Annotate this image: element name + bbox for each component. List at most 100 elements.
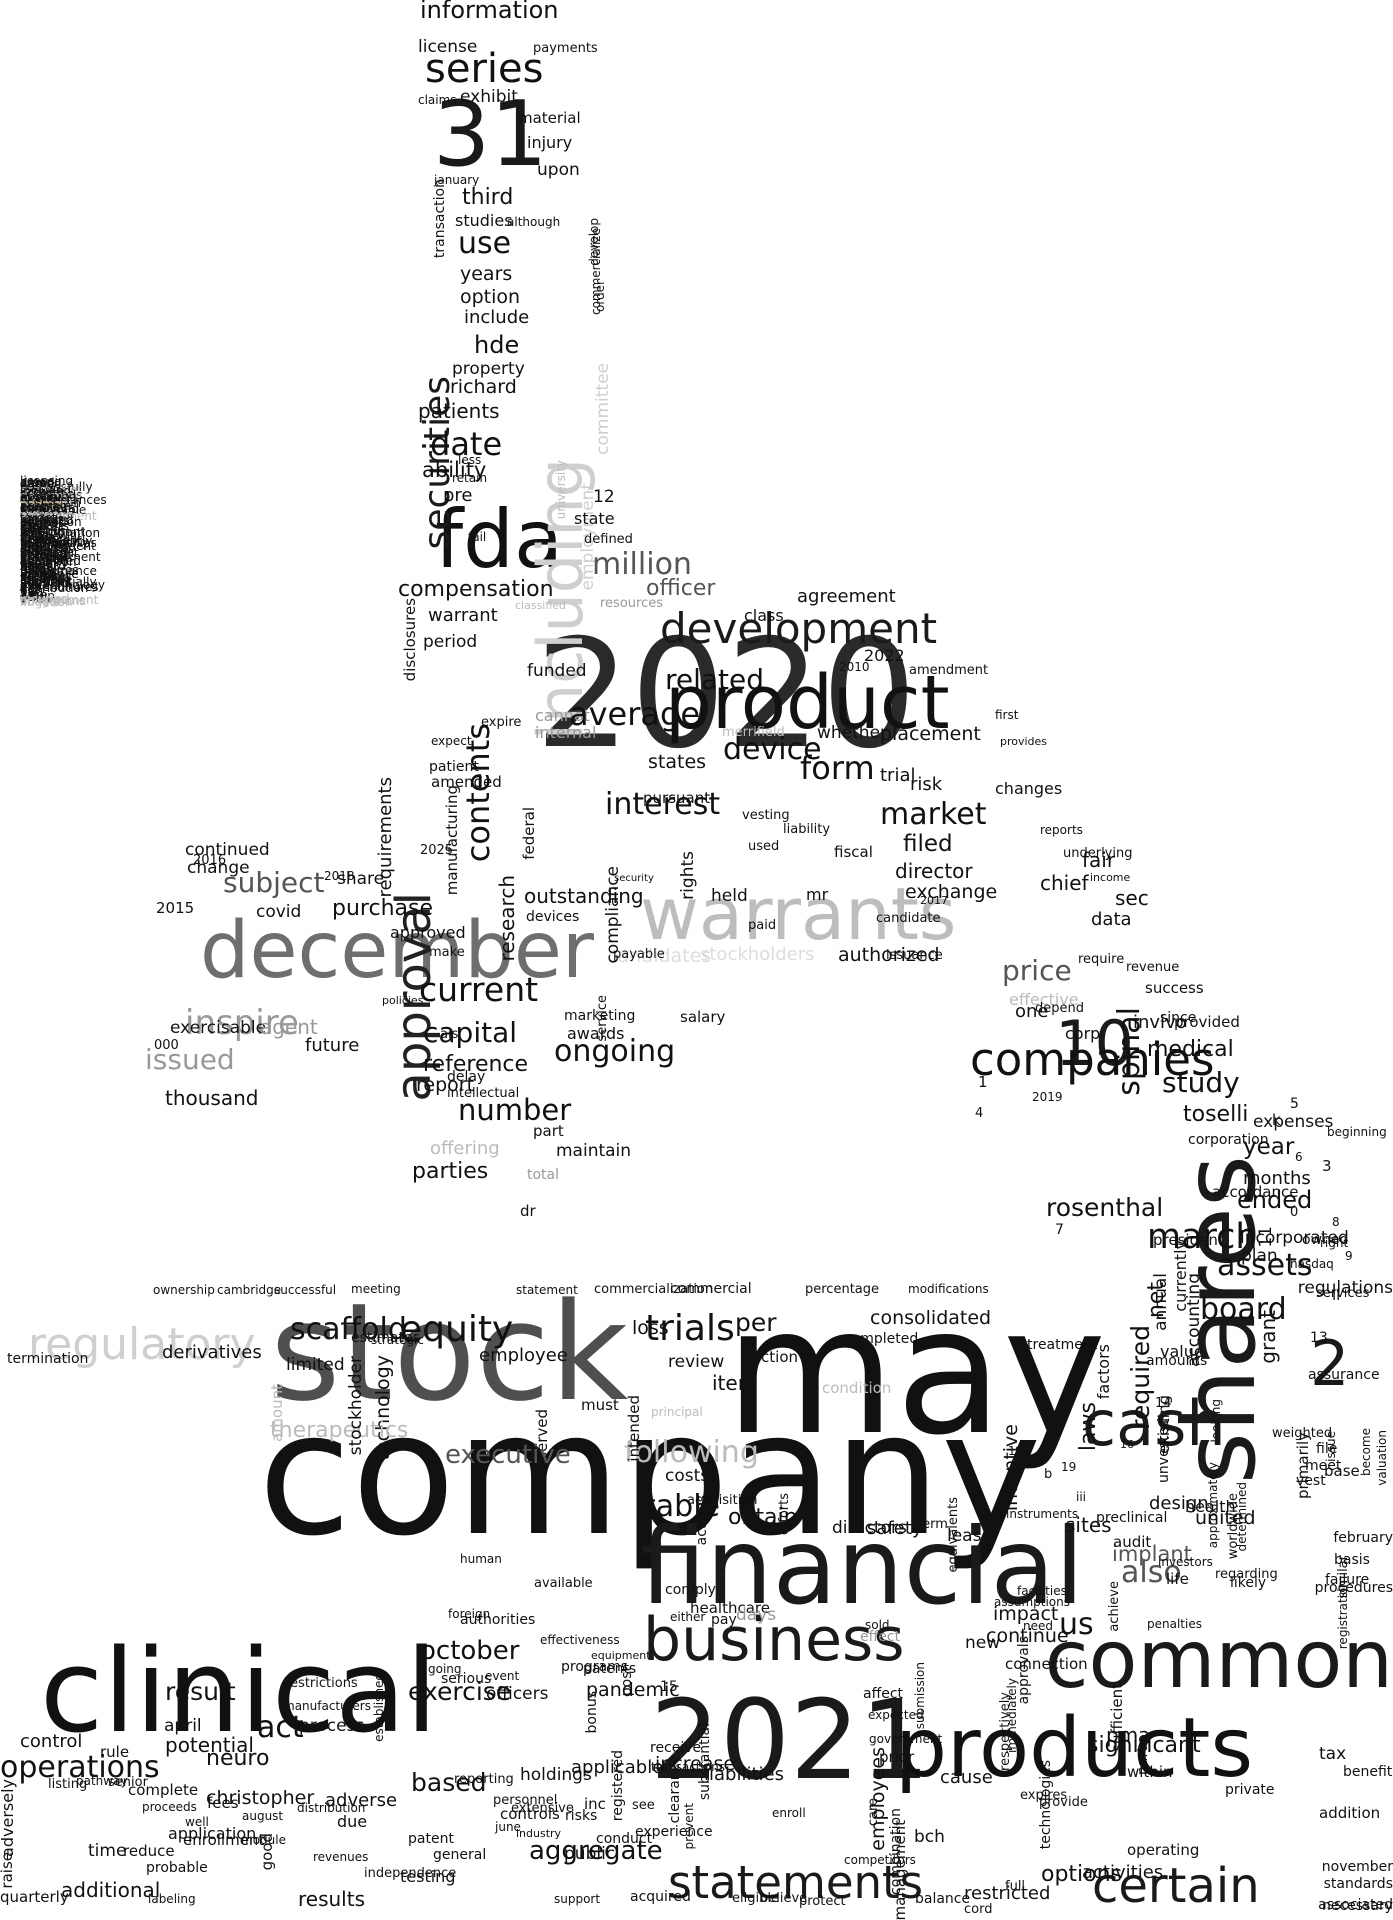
word-business: business — [643, 1605, 905, 1675]
word-invivo: invivo — [1133, 1012, 1187, 1033]
word-public: public — [564, 1844, 616, 1864]
word-action: action — [20, 568, 57, 582]
word-thousand: thousand — [165, 1086, 259, 1110]
word-13: 13 — [1310, 1330, 1328, 1346]
word-nasdaq: nasdaq — [1290, 1257, 1334, 1271]
word-circumstances: circumstances — [20, 493, 107, 507]
word-health: health — [1185, 1497, 1236, 1516]
word-number: number — [458, 1093, 572, 1127]
word-devices: devices — [526, 909, 580, 925]
word-registration: registration — [1336, 1580, 1350, 1650]
word-candidate: candidate — [876, 911, 941, 926]
word-july: july — [20, 577, 42, 591]
word-associated: associated — [1318, 1897, 1393, 1913]
word-series: series — [425, 46, 544, 92]
word-smaller: smaller — [20, 552, 65, 566]
word-2019: 2019 — [1032, 1090, 1063, 1104]
word-raise: raise — [0, 1852, 16, 1889]
word-improvement: improvement — [20, 550, 101, 564]
word-pursuant: pursuant — [643, 789, 711, 807]
word-depend: depend — [1035, 1001, 1084, 1016]
word-substantial: substantial — [697, 1723, 713, 1801]
word-equivalents: equivalents — [946, 1497, 961, 1573]
word-senior: senior — [108, 1775, 148, 1790]
word-laws: laws — [1076, 1402, 1101, 1452]
word-payment: payment — [20, 497, 74, 511]
word-application: application — [168, 1824, 257, 1843]
word-research: research — [495, 875, 519, 962]
word-labeling: labeling — [148, 1892, 196, 1906]
word-august: august — [242, 1809, 284, 1823]
word-whether: whether — [817, 723, 888, 743]
word-party: party — [1135, 1738, 1151, 1775]
word-31: 31 — [433, 82, 548, 187]
word-united: united — [1195, 1507, 1256, 1529]
word-flows: flows — [20, 558, 51, 572]
word-expenses: expenses — [1253, 1112, 1334, 1132]
word-held: held — [711, 886, 748, 906]
word-factors: factors — [1094, 1344, 1113, 1400]
word-criminal: criminal — [20, 541, 69, 555]
word-placement: placement — [880, 723, 981, 745]
word-ability: ability — [422, 458, 487, 482]
word-activity: activity — [20, 486, 65, 500]
word-scaffold: scaffold — [290, 1312, 407, 1347]
word-marketing: marketing — [564, 1008, 636, 1024]
word-licensing: licensing — [20, 474, 74, 488]
word-safety: safety — [867, 1518, 923, 1539]
word-market: market — [880, 797, 987, 832]
word-successfully: successfully — [20, 480, 93, 494]
word-clinical: clinical — [40, 1625, 438, 1759]
word-march: march — [1147, 1217, 1258, 1257]
word-6: 6 — [1295, 1150, 1303, 1164]
word-revenue: revenue — [1126, 960, 1180, 975]
word-efforts: efforts — [777, 1493, 792, 1536]
word-purchase: purchase — [332, 896, 433, 921]
word-actions: actions — [694, 1495, 710, 1546]
word-pma: pma — [1106, 1723, 1151, 1747]
word-12: 12 — [593, 487, 615, 507]
word-value: value — [1160, 1342, 1204, 1361]
word-extensive: extensive — [511, 1801, 574, 1816]
word-disclosures: disclosures — [401, 598, 419, 682]
word-aggregate: aggregate — [529, 1836, 663, 1866]
word-common: common — [1044, 1613, 1393, 1706]
word-performance: performance — [20, 564, 97, 578]
word-valuation: valuation — [1375, 1430, 1389, 1486]
word-mr: mr — [806, 885, 829, 904]
word-beginning: beginning — [1327, 1125, 1387, 1139]
word-personnel: personnel — [493, 1793, 558, 1808]
word-internal: internal — [535, 723, 597, 742]
word-fund: fund — [20, 504, 48, 518]
word-addition: addition — [1319, 1804, 1381, 1822]
word-measures: measures — [20, 563, 79, 577]
word-10: 10 — [1055, 1007, 1134, 1080]
word-issued: issued — [145, 1043, 235, 1076]
word-2022: 2022 — [864, 646, 905, 665]
word-inc: inc — [584, 1795, 606, 1813]
word-going: going — [428, 1662, 462, 1676]
word-believe: believe — [760, 1891, 808, 1906]
word-promotion: promotion — [20, 515, 82, 529]
word-eligible: eligible — [732, 1891, 779, 1906]
word-income: income — [1090, 871, 1131, 884]
word-parties: parties — [412, 1159, 489, 1184]
word-c: c — [1012, 1446, 1025, 1453]
word-manufacturers: manufacturers — [283, 1699, 371, 1713]
word-outstanding: outstanding — [524, 884, 644, 908]
word-instruments: instruments — [1006, 1507, 1079, 1521]
word-hud: hud — [20, 528, 43, 542]
word-merrifield: merrifield — [722, 725, 785, 740]
word-interest: interest — [605, 787, 721, 822]
word-received: received — [20, 572, 72, 586]
word-global: global — [20, 544, 57, 558]
word-enrollment: enrollment — [183, 1831, 265, 1849]
word-holdings: holdings — [520, 1765, 592, 1785]
word-penalties: penalties — [1147, 1617, 1202, 1631]
word-chief: chief — [1040, 871, 1089, 895]
word-balance: balance — [915, 1891, 971, 1907]
word-modifications: modifications — [908, 1282, 989, 1296]
word-11: 11 — [1256, 1226, 1276, 1248]
word-2021: 2021 — [650, 1676, 930, 1804]
word-2018: 2018 — [324, 869, 355, 883]
